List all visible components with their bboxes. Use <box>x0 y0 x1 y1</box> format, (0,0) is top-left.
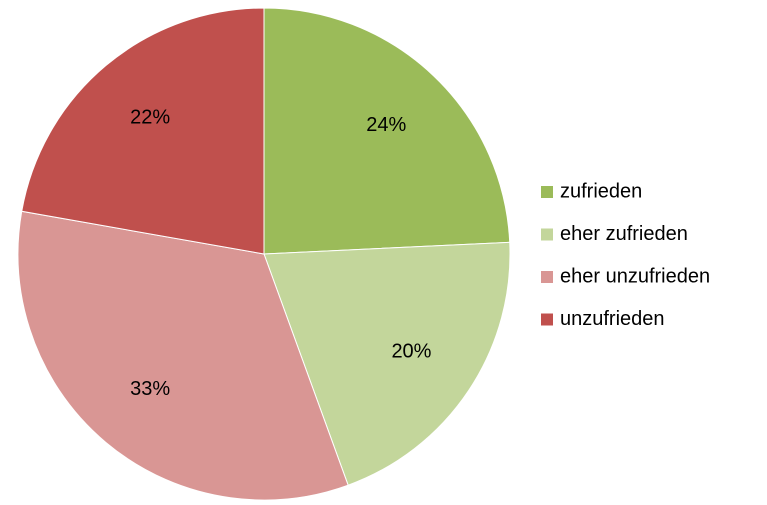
legend-label: unzufrieden <box>560 308 665 330</box>
data-label: 24% <box>366 114 406 136</box>
legend-label: eher zufrieden <box>560 223 688 245</box>
pie-slice <box>263 7 511 255</box>
data-label: 33% <box>130 378 170 400</box>
data-label: 20% <box>391 340 431 362</box>
legend-label: eher unzufrieden <box>560 265 710 287</box>
legend-swatch <box>541 228 553 241</box>
pie-slice <box>17 210 349 501</box>
legend-swatch <box>541 186 553 198</box>
pie-slice <box>21 7 265 255</box>
legend-swatch <box>541 313 553 326</box>
pie-slice <box>263 241 511 486</box>
data-label: 22% <box>130 107 170 129</box>
legend-label: zufrieden <box>560 180 642 202</box>
legend-swatch <box>541 271 553 283</box>
